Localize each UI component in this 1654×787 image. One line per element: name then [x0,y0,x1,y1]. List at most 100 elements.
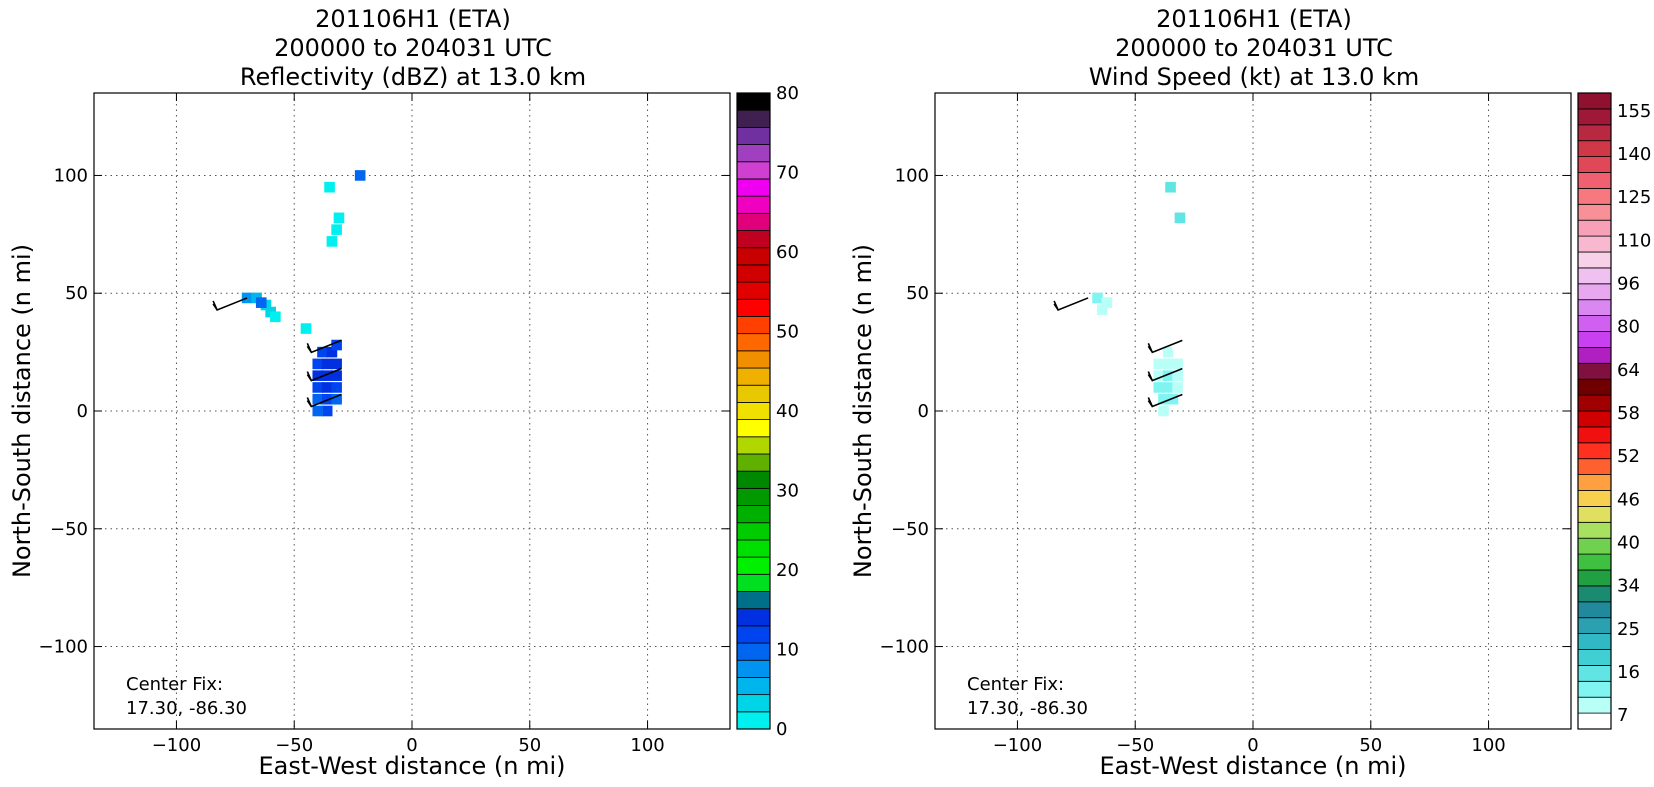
colorbar-segment [736,487,771,506]
colorbar-segment [1577,219,1612,237]
data-cell [312,382,324,393]
colorbar-segment [1577,187,1612,205]
panel2-center-fix-label: Center Fix: [967,674,1064,695]
colorbar-tick-label: 60 [776,242,799,263]
colorbar-segment [1577,712,1612,730]
colorbar-segment [1577,92,1612,110]
x-tick: 0 [1247,93,1259,756]
data-cell [1153,358,1165,370]
wind-barb [212,297,248,311]
wind-barb [306,393,342,408]
panel1-x-axis-label: East-West distance (n mi) [258,752,565,780]
colorbar-segment [736,384,771,403]
colorbar-segment [736,453,771,472]
panel2-title-line1: 201106H1 (ETA) [1156,5,1352,33]
colorbar-tick-label: 40 [776,401,799,422]
data-cell [312,358,324,370]
panel1-center-fix-label: Center Fix: [126,674,223,695]
colorbar-tick-label: 34 [1617,576,1640,597]
colorbar-segment [736,333,771,352]
data-cell [321,405,333,417]
data-cell [1172,339,1183,351]
colorbar-segment [1577,426,1612,444]
colorbar-segment [1577,696,1612,714]
colorbar-tick-label: 52 [1617,446,1640,467]
data-cell [326,346,338,358]
data-cell [312,370,324,381]
data-cell [331,393,342,405]
wind-barb [1147,367,1183,382]
x-tick-label: 0 [1247,735,1258,756]
y-tick-label: 100 [54,165,88,186]
x-tick-label: 50 [518,735,541,756]
panel-reflectivity: 201106H1 (ETA) 200000 to 204031 UTC Refl… [8,5,799,780]
data-cell [1174,212,1186,224]
data-cell [1162,358,1174,370]
panel1-y-axis-label: North-South distance (n mi) [8,244,36,578]
data-cell [1172,370,1183,381]
y-tick-label: −100 [39,637,88,658]
colorbar-segment [736,298,771,317]
colorbar-tick-label: 96 [1617,274,1640,295]
data-cell [331,358,342,370]
y-tick-label: 0 [77,401,88,422]
panel1-colorbar: 0 10 20 30 40 50 60 70 80 [736,83,799,740]
x-tick-label: −50 [1116,735,1154,756]
x-tick-label: −100 [993,735,1042,756]
panel2-center-fix-value: 17.30, -86.30 [967,698,1088,719]
colorbar-segment [736,247,771,266]
data-cell [326,236,338,247]
colorbar-tick-label: 20 [776,560,799,581]
colorbar-tick-label: 0 [776,719,787,740]
data-cell [1158,393,1169,405]
data-cell [321,370,333,381]
colorbar-segment [1577,394,1612,412]
panel1-title-line2: 200000 to 204031 UTC [274,34,552,62]
panel1-x-ticks: −100 −50 0 50 100 [152,93,665,756]
panel2-data-cells [1092,181,1186,417]
colorbar-segment [1577,251,1612,269]
colorbar-segment [736,659,771,678]
y-tick: 0 [918,401,1571,422]
y-tick: 0 [77,401,730,422]
x-tick: 50 [1359,93,1382,756]
panel2-plot-frame [934,92,1572,730]
colorbar-tick-label: 40 [1617,532,1640,553]
data-cell [333,212,345,224]
data-cell [1165,181,1176,193]
colorbar-segment [736,212,771,231]
data-cell [324,181,335,193]
x-tick: −50 [1116,93,1154,756]
data-cell [331,382,342,393]
colorbar-frame [1577,92,1612,730]
colorbar-segment [1577,665,1612,682]
colorbar-tick-label: 64 [1617,360,1640,381]
data-cell [312,405,324,417]
colorbar-segment [1577,331,1612,348]
colorbar-tick-label: 58 [1617,403,1640,424]
colorbar-segment [1577,299,1612,317]
panel1-data-cells [241,170,366,417]
panel1-title-line1: 201106H1 (ETA) [315,5,511,33]
colorbar-segment [1577,521,1612,539]
colorbar-segment [736,642,771,661]
data-cell [354,170,366,181]
y-tick-label: 50 [906,283,929,304]
colorbar-segment [736,92,771,111]
y-tick: 100 [54,165,730,186]
colorbar-segment [736,178,771,197]
colorbar-segment [736,419,771,438]
colorbar-tick-label: 110 [1617,230,1651,251]
data-cell [255,297,267,308]
panel1-y-ticks: −100 −50 0 50 100 [39,165,730,658]
colorbar-segment [1577,633,1612,650]
colorbar-segment [736,539,771,558]
wind-barb [1053,297,1089,311]
colorbar-segment [1577,235,1612,253]
colorbar-tick-label: 7 [1617,705,1628,726]
panel2-title-line2: 200000 to 204031 UTC [1115,34,1393,62]
colorbar-segment [736,591,771,610]
data-cell [1153,382,1165,393]
colorbar-tick-label: 70 [776,163,799,184]
colorbar-segment [736,230,771,249]
